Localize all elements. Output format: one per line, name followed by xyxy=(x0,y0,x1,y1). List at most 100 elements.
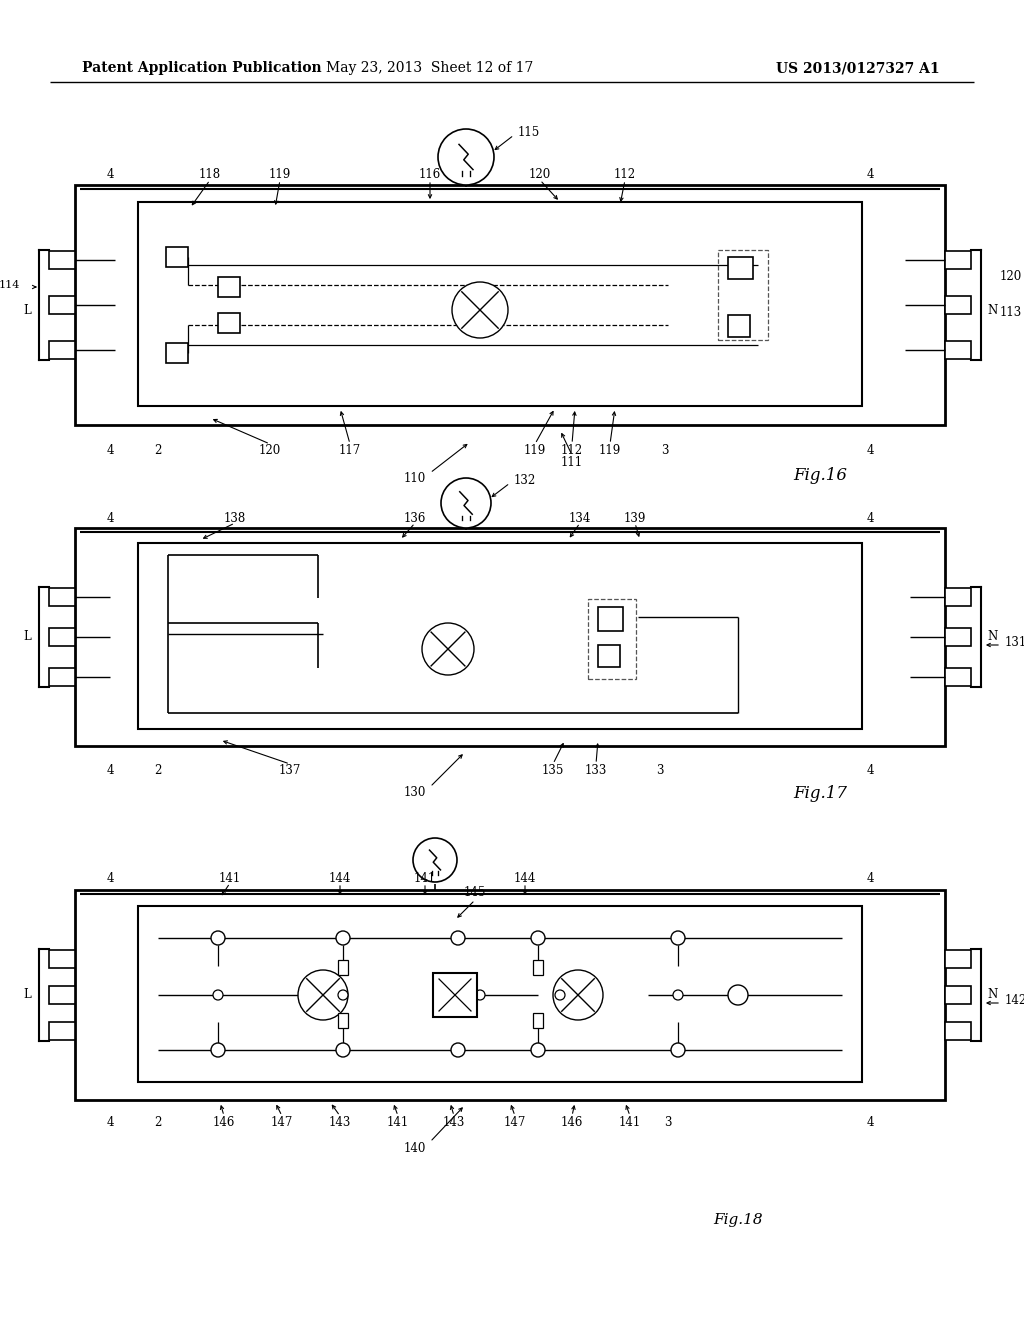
Text: 4: 4 xyxy=(106,871,114,884)
Circle shape xyxy=(213,990,223,1001)
Bar xyxy=(945,341,971,359)
Text: 130: 130 xyxy=(403,787,426,800)
Text: Fig.17: Fig.17 xyxy=(793,784,847,801)
Text: 4: 4 xyxy=(106,763,114,776)
Bar xyxy=(338,1012,348,1028)
Bar xyxy=(945,587,971,606)
Text: 144: 144 xyxy=(329,871,351,884)
Text: 4: 4 xyxy=(866,444,873,457)
Text: 2: 2 xyxy=(155,1115,162,1129)
Circle shape xyxy=(531,1043,545,1057)
Text: 4: 4 xyxy=(106,444,114,457)
Bar xyxy=(598,645,620,667)
Circle shape xyxy=(211,1043,225,1057)
Bar xyxy=(338,960,348,975)
Circle shape xyxy=(451,1043,465,1057)
Text: 147: 147 xyxy=(504,1115,526,1129)
Text: 117: 117 xyxy=(339,444,361,457)
Text: 116: 116 xyxy=(419,169,441,181)
Text: 144: 144 xyxy=(514,871,537,884)
Text: 113: 113 xyxy=(1000,306,1022,319)
Text: Fig.18: Fig.18 xyxy=(713,1213,763,1228)
Text: 119: 119 xyxy=(269,169,291,181)
Bar xyxy=(138,202,862,407)
Circle shape xyxy=(451,931,465,945)
Bar xyxy=(718,249,768,341)
Text: 132: 132 xyxy=(514,474,537,487)
Circle shape xyxy=(441,478,490,528)
Text: 145: 145 xyxy=(464,887,486,899)
Bar xyxy=(49,251,75,269)
Text: L: L xyxy=(24,304,31,317)
Bar xyxy=(166,343,188,363)
Text: 146: 146 xyxy=(213,1115,236,1129)
Circle shape xyxy=(531,931,545,945)
Text: Fig.16: Fig.16 xyxy=(793,466,847,483)
Text: 142: 142 xyxy=(1005,994,1024,1006)
Text: 131: 131 xyxy=(1005,635,1024,648)
Circle shape xyxy=(211,931,225,945)
Text: 4: 4 xyxy=(866,763,873,776)
Text: 136: 136 xyxy=(403,511,426,524)
Text: N: N xyxy=(988,304,998,317)
Bar xyxy=(75,890,945,1100)
Text: 120: 120 xyxy=(1000,271,1022,284)
Text: 4: 4 xyxy=(866,1115,873,1129)
Bar xyxy=(49,341,75,359)
Circle shape xyxy=(671,1043,685,1057)
Bar xyxy=(49,668,75,686)
Text: 110: 110 xyxy=(403,471,426,484)
Text: 115: 115 xyxy=(518,125,541,139)
Circle shape xyxy=(728,985,748,1005)
Bar xyxy=(75,528,945,746)
Text: 134: 134 xyxy=(568,511,591,524)
Text: 143: 143 xyxy=(442,1115,465,1129)
Bar xyxy=(49,1022,75,1040)
Bar xyxy=(728,257,753,279)
Text: 3: 3 xyxy=(665,1115,672,1129)
Text: 120: 120 xyxy=(528,169,551,181)
Text: 120: 120 xyxy=(259,444,282,457)
Text: 112: 112 xyxy=(561,444,583,457)
Bar xyxy=(534,960,543,975)
Text: 4: 4 xyxy=(866,871,873,884)
Text: 141: 141 xyxy=(219,871,241,884)
Circle shape xyxy=(438,129,494,185)
Bar xyxy=(945,950,971,968)
Text: Patent Application Publication: Patent Application Publication xyxy=(82,61,322,75)
Text: 118: 118 xyxy=(199,169,221,181)
Circle shape xyxy=(338,990,348,1001)
Text: L: L xyxy=(24,989,31,1002)
Text: N: N xyxy=(988,989,998,1002)
Circle shape xyxy=(553,970,603,1020)
Circle shape xyxy=(673,990,683,1001)
Text: 3: 3 xyxy=(656,763,664,776)
Circle shape xyxy=(336,1043,350,1057)
Bar xyxy=(49,628,75,645)
Text: May 23, 2013  Sheet 12 of 17: May 23, 2013 Sheet 12 of 17 xyxy=(327,61,534,75)
Bar xyxy=(75,185,945,425)
Text: 141: 141 xyxy=(414,871,436,884)
Text: 4: 4 xyxy=(866,511,873,524)
Bar xyxy=(49,296,75,314)
Text: 4: 4 xyxy=(106,169,114,181)
Bar xyxy=(598,607,623,631)
Text: 2: 2 xyxy=(155,444,162,457)
Text: 4: 4 xyxy=(866,169,873,181)
Circle shape xyxy=(555,990,565,1001)
Circle shape xyxy=(336,931,350,945)
Text: 141: 141 xyxy=(387,1115,410,1129)
Text: 119: 119 xyxy=(599,444,622,457)
Bar xyxy=(218,313,240,333)
Bar xyxy=(728,315,750,337)
Text: 4: 4 xyxy=(106,1115,114,1129)
Bar xyxy=(945,628,971,645)
Text: US 2013/0127327 A1: US 2013/0127327 A1 xyxy=(776,61,940,75)
Text: 133: 133 xyxy=(585,763,607,776)
Bar xyxy=(138,543,862,729)
Bar xyxy=(945,251,971,269)
Text: 137: 137 xyxy=(279,763,301,776)
Text: 139: 139 xyxy=(624,511,646,524)
Text: 135: 135 xyxy=(542,763,564,776)
Text: 147: 147 xyxy=(270,1115,293,1129)
